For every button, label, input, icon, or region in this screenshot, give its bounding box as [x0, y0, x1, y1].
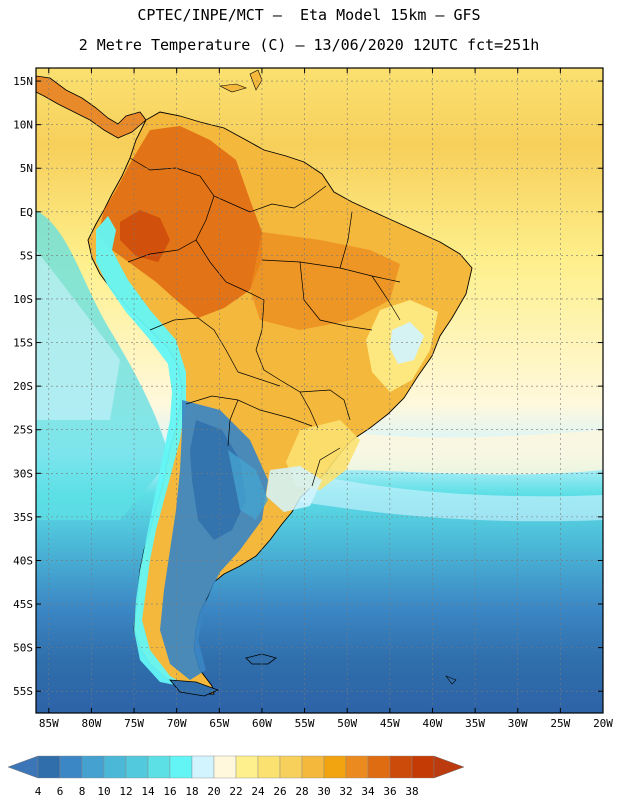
falkland-islands [245, 653, 277, 665]
colorbar-segment [59, 755, 83, 779]
axis-ticks [36, 68, 604, 713]
argentina-cold-core [190, 420, 246, 540]
lon-label: 85W [39, 717, 59, 730]
colorbar-label: 28 [295, 785, 308, 798]
pampas-cool-zone [228, 450, 268, 520]
lon-label: 80W [81, 717, 101, 730]
andes-cold-strip [96, 216, 190, 688]
lat-label: 30S [13, 467, 33, 480]
lon-label: 70W [167, 717, 187, 730]
lat-label: 35S [13, 511, 33, 524]
colorbar-label: 16 [163, 785, 176, 798]
uruguay-cool-zone [266, 466, 322, 512]
lon-label: 25W [550, 717, 570, 730]
lon-label: 20W [593, 717, 613, 730]
peak-heat-zone [120, 210, 170, 262]
colorbar-segment [169, 755, 193, 779]
tierra-del-fuego [169, 679, 220, 697]
lon-label: 55W [295, 717, 315, 730]
lat-label: 55S [13, 685, 33, 698]
colorbar-segment [103, 755, 127, 779]
lat-label: 20S [13, 380, 33, 393]
lon-label: 50W [337, 717, 357, 730]
colorbar-min-arrow [7, 755, 39, 779]
colorbar-label: 36 [383, 785, 396, 798]
colorbar-segment [345, 755, 369, 779]
lon-label: 45W [380, 717, 400, 730]
colorbar-label: 38 [405, 785, 418, 798]
lat-label: 50S [13, 642, 33, 655]
lat-label: 25S [13, 424, 33, 437]
atlantic-cool-band [290, 470, 603, 522]
colorbar-label: 26 [273, 785, 286, 798]
colorbar-segment [235, 755, 259, 779]
colorbar-segment [301, 755, 325, 779]
colorbar-segment [411, 755, 435, 779]
lat-label: 15S [13, 337, 33, 350]
lat-label: 40S [13, 554, 33, 567]
colorbar-segment [213, 755, 237, 779]
colorbar-label: 4 [35, 785, 42, 798]
colorbar-label: 30 [317, 785, 330, 798]
colorbar-segment [257, 755, 281, 779]
colorbar [7, 755, 465, 779]
colorbar-label: 20 [207, 785, 220, 798]
colorbar-max-arrow [433, 755, 465, 779]
pacific-mild-zone [36, 250, 120, 420]
plot-frame [35, 67, 604, 714]
lat-label: 5S [20, 249, 33, 262]
south-georgia-island [445, 675, 457, 685]
amazon-hot-zone [98, 126, 262, 318]
colorbar-segment [81, 755, 105, 779]
colorbar-label: 8 [79, 785, 86, 798]
country-borders [127, 157, 401, 487]
lat-label: 10N [13, 119, 33, 132]
colorbar-segment [323, 755, 347, 779]
colorbar-label: 22 [229, 785, 242, 798]
colorbar-segment [389, 755, 413, 779]
colorbar-label: 10 [97, 785, 110, 798]
lon-label: 35W [465, 717, 485, 730]
colorbar-label: 14 [141, 785, 155, 798]
colorbar-segment [367, 755, 391, 779]
latitude-labels: 15N 10N 5N EQ 5S 10S 15S 20S 25S 30S 35S 40S 45S 50S 5… [13, 75, 33, 698]
lat-label: 5N [20, 162, 33, 175]
lat-label: EQ [20, 206, 33, 219]
lat-label: 45S [13, 598, 33, 611]
colorbar-label: 34 [361, 785, 375, 798]
colorbar-label: 18 [185, 785, 198, 798]
central-brazil-warm-zone [250, 232, 400, 330]
lat-label: 10S [13, 293, 33, 306]
colorbar-segment [279, 755, 303, 779]
lon-label: 75W [124, 717, 144, 730]
colorbar-label: 24 [251, 785, 265, 798]
lat-label: 15N [13, 75, 33, 88]
chart-title-line-1: CPTEC/INPE/MCT – Eta Model 15km – GFS [137, 6, 481, 24]
caribbean-island [218, 83, 247, 93]
colorbar-label: 32 [339, 785, 352, 798]
lon-label: 30W [508, 717, 528, 730]
longitude-labels: 85W 80W 75W 70W 65W 60W 55W 50W 45W 40W 35W 30W 25W 2… [39, 717, 613, 730]
colorbar-segment [147, 755, 171, 779]
colorbar-segment [191, 755, 215, 779]
lon-label: 65W [209, 717, 229, 730]
colorbar-segment [125, 755, 149, 779]
map-area [36, 68, 603, 713]
lon-label: 40W [423, 717, 443, 730]
colorbar-segment [37, 755, 61, 779]
colorbar-labels: 4 6 8 10 12 14 16 18 20 22 24 26 28 30 32 34 36 38 [35, 785, 419, 798]
chart-title-line-2: 2 Metre Temperature (C) – 13/06/2020 12U… [78, 36, 540, 54]
colorbar-label: 12 [119, 785, 132, 798]
colorbar-label: 6 [57, 785, 64, 798]
lon-label: 60W [252, 717, 272, 730]
highlands-cool-spot [390, 322, 424, 364]
atlantic-mild-band [330, 430, 603, 475]
